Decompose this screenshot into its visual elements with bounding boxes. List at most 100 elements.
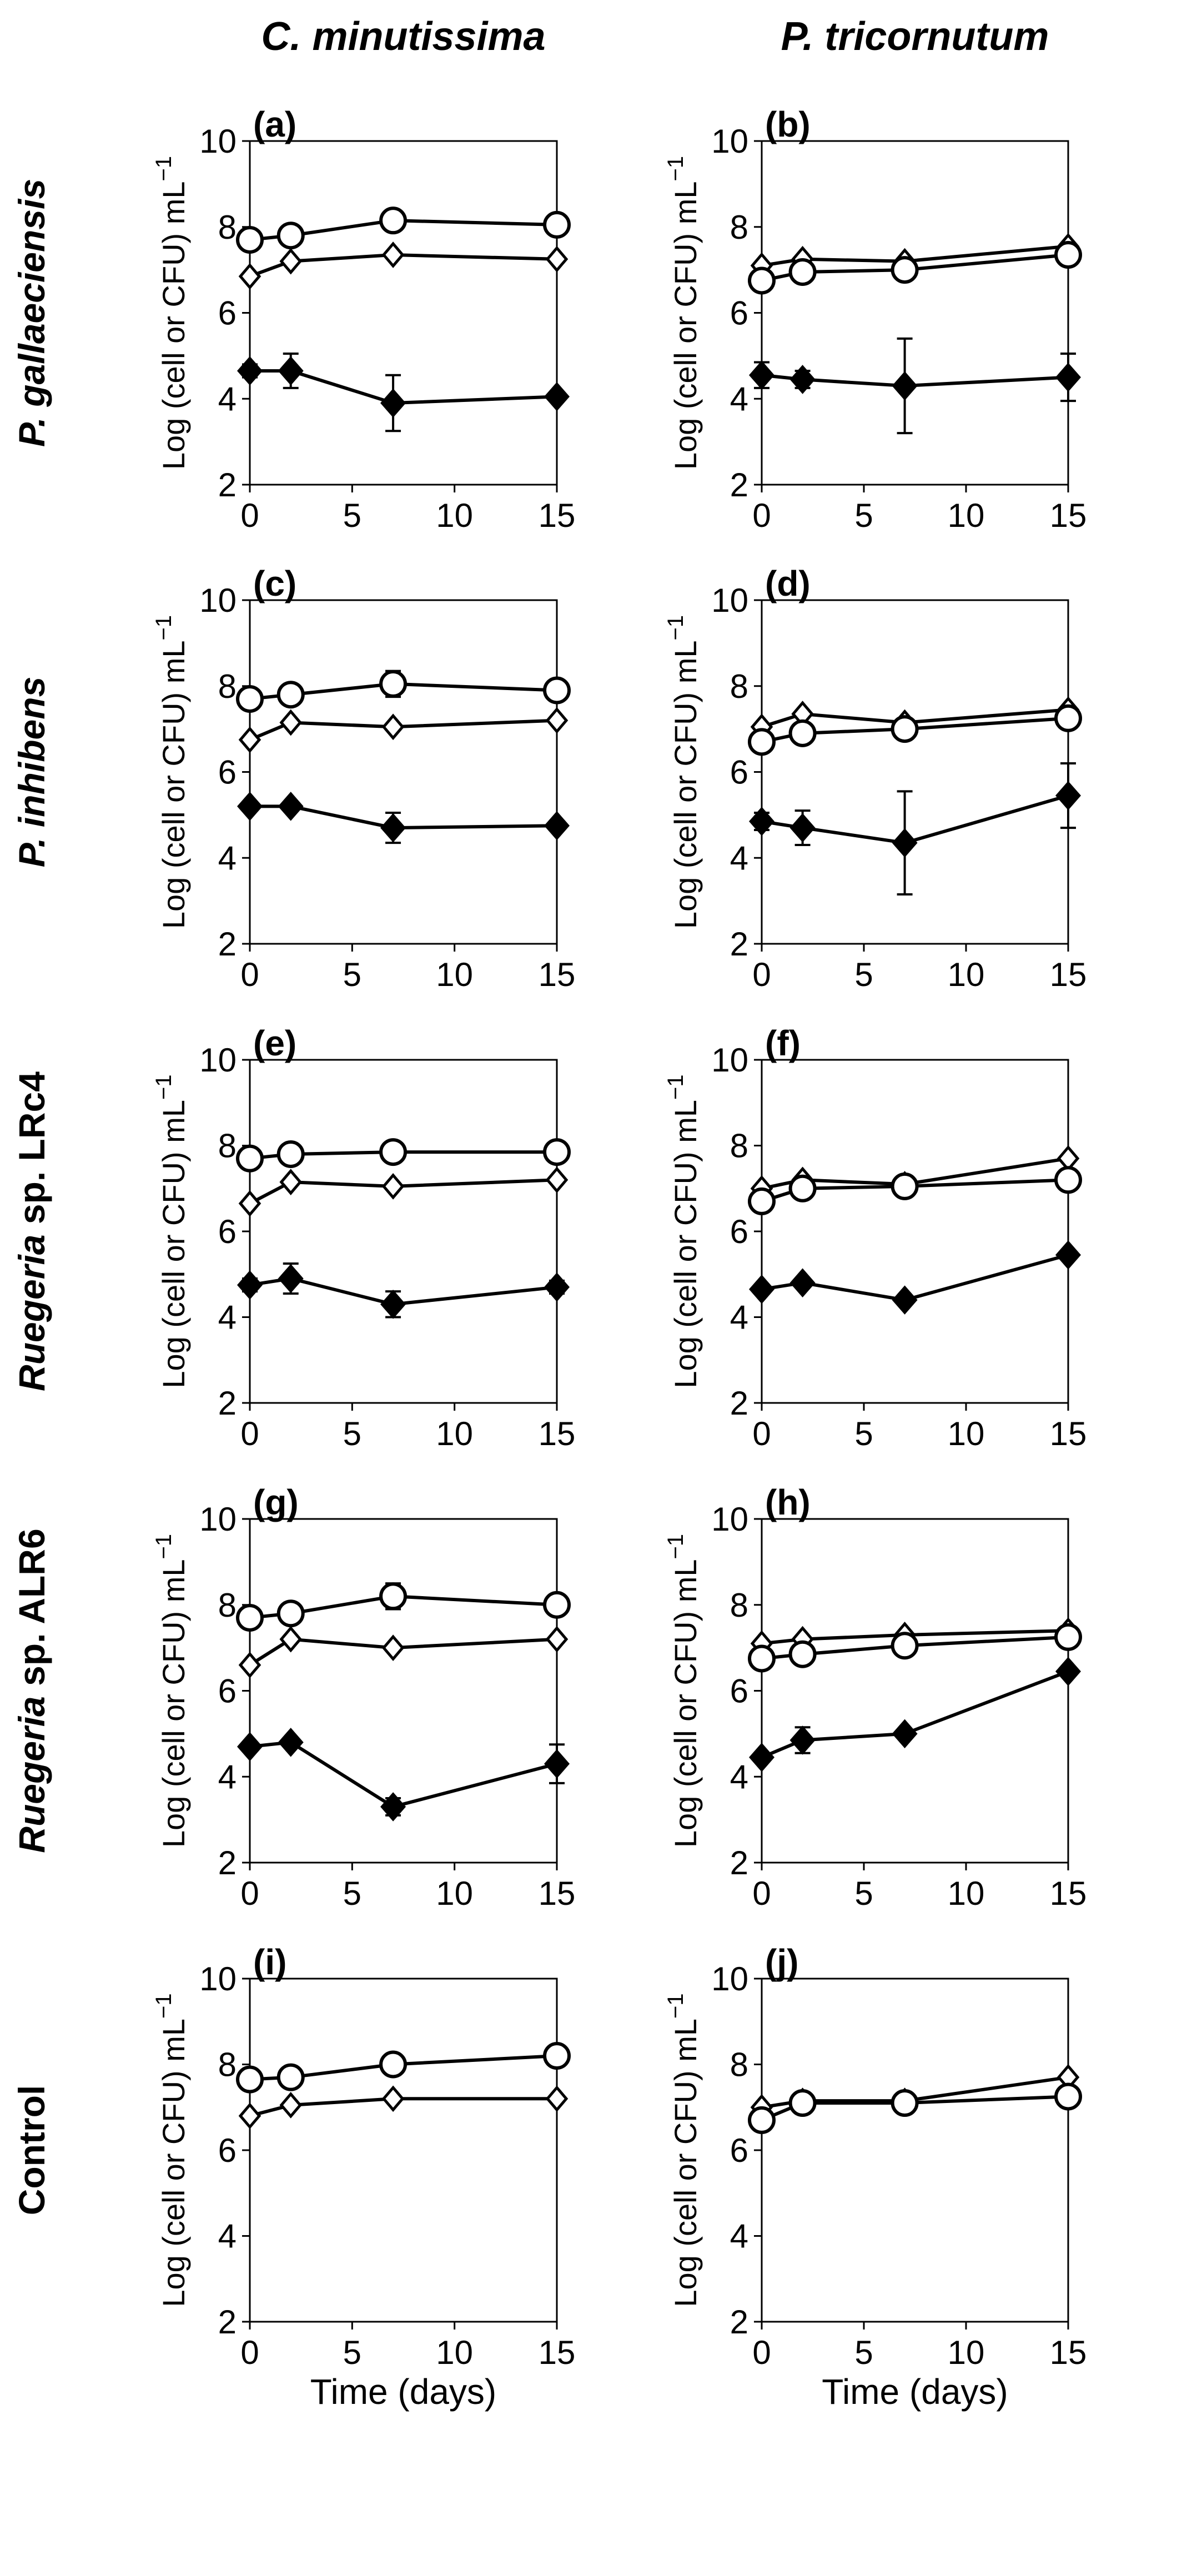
y-axis-label-text: Log (cell or CFU) mL (156, 1559, 191, 1848)
open-diamond-marker (381, 713, 405, 741)
open-diamond-marker (381, 2085, 405, 2112)
x-axis-label: Time (days) (310, 2372, 496, 2412)
open-circle-marker (788, 1640, 817, 1668)
y-tick-label: 8 (730, 1128, 748, 1165)
open-circle-marker (748, 2106, 776, 2134)
plot-frame (249, 1978, 558, 2323)
open-circle-marker (379, 1138, 408, 1166)
y-tick-label: 2 (730, 925, 748, 963)
filled-diamond-marker (1055, 1657, 1081, 1686)
series-line (249, 1637, 557, 1667)
row-title: Ruegeria sp. ALR6 (11, 1528, 52, 1853)
series-line (761, 1629, 1069, 1646)
y-tick-label: 10 (199, 123, 237, 160)
open-diamond-marker (238, 1190, 261, 1217)
y-axis-label-superscript: −1 (663, 1534, 688, 1559)
x-tick-label: 5 (854, 1415, 873, 1452)
x-tick-label: 10 (436, 2334, 473, 2371)
filled-diamond-marker (892, 371, 918, 401)
y-tick-label: 6 (730, 295, 748, 332)
y-axis-label-text: Log (cell or CFU) mL (668, 1559, 703, 1848)
row-title-part: P. gallaeciensis (11, 179, 52, 447)
open-diamond-marker (279, 709, 303, 736)
open-diamond-marker (238, 726, 261, 753)
x-tick-label: 5 (343, 1875, 361, 1912)
y-axis-label: Log (cell or CFU) mL−1 (152, 1534, 191, 1848)
y-tick-label: 6 (730, 754, 748, 791)
open-diamond-marker (545, 1166, 569, 1194)
filled-diamond-marker (278, 356, 304, 386)
series-line (249, 1150, 557, 1160)
x-tick-label: 5 (854, 2334, 873, 2371)
y-tick-label: 4 (218, 1299, 237, 1336)
open-circle-marker (788, 719, 817, 747)
column-title: C. minutissima (261, 14, 545, 59)
series-line (761, 373, 1069, 388)
y-tick-label: 4 (730, 380, 748, 417)
y-axis-label-superscript: −1 (663, 1993, 688, 2019)
y-tick-label: 6 (730, 1673, 748, 1710)
y-tick-label: 10 (199, 1042, 237, 1079)
panel-label: (c) (253, 564, 296, 603)
open-diamond-marker (279, 2092, 303, 2119)
x-tick-label: 15 (539, 956, 576, 993)
x-tick-label: 10 (948, 1415, 985, 1452)
row-title-part: sp. ALR6 (11, 1528, 52, 1696)
x-tick-label: 15 (539, 1415, 576, 1452)
open-circle-marker (276, 222, 305, 250)
open-circle-marker (236, 225, 264, 254)
x-tick-label: 5 (343, 497, 361, 534)
y-tick-label: 4 (218, 2218, 237, 2255)
chart-panel: 2 4 6 8 10 0 5 10 15 (f) Log (cell or CFU) mL−1 (663, 1023, 1087, 1452)
y-tick-label: 10 (199, 1501, 237, 1538)
series-line (761, 1156, 1069, 1190)
open-circle-marker (236, 685, 264, 713)
open-circle-marker (891, 1172, 919, 1200)
y-tick-label: 6 (218, 1213, 237, 1250)
series-line (249, 1178, 557, 1205)
filled-diamond-marker (749, 1275, 774, 1304)
y-axis-label-text: Log (cell or CFU) mL (156, 640, 191, 929)
panel-label: (j) (765, 1942, 798, 1982)
open-circle-marker (276, 2063, 305, 2091)
series-line (249, 718, 557, 742)
filled-diamond-marker (789, 1268, 816, 1297)
y-tick-label: 2 (218, 2303, 237, 2341)
open-diamond-marker (279, 1169, 303, 1196)
y-tick-label: 4 (218, 1758, 237, 1795)
open-circle-marker (788, 1174, 817, 1203)
open-circle-marker (788, 2089, 817, 2117)
y-axis-label: Log (cell or CFU) mL−1 (152, 1074, 191, 1388)
y-tick-label: 6 (218, 295, 237, 332)
x-tick-label: 15 (539, 2334, 576, 2371)
open-diamond-marker (381, 1173, 405, 1200)
series-line (249, 253, 557, 278)
filled-diamond-marker (789, 365, 816, 394)
y-axis-label-text: Log (cell or CFU) mL (668, 2019, 703, 2307)
y-axis-label: Log (cell or CFU) mL−1 (663, 615, 703, 929)
open-diamond-marker (545, 1626, 569, 1653)
y-tick-label: 10 (199, 1960, 237, 1998)
open-circle-marker (1054, 704, 1082, 732)
row-title-part: Ruegeria (11, 1696, 52, 1853)
open-circle-marker (543, 1591, 571, 1619)
open-circle-marker (1054, 2082, 1082, 2111)
y-tick-label: 8 (218, 1128, 237, 1165)
filled-diamond-marker (237, 356, 263, 386)
filled-diamond-marker (544, 811, 570, 841)
filled-diamond-marker (237, 1270, 263, 1300)
y-axis-label-text: Log (cell or CFU) mL (668, 181, 703, 470)
open-circle-marker (788, 258, 817, 286)
x-tick-label: 15 (539, 1875, 576, 1912)
x-tick-label: 15 (1050, 1875, 1087, 1912)
x-tick-label: 5 (343, 1415, 361, 1452)
panel-label: (a) (253, 104, 296, 144)
row-title-part: Control (11, 2085, 52, 2216)
series-line (250, 369, 557, 405)
chart-panel: 2 4 6 8 10 0 5 10 15 (d) Log (cell or CFU) mL−1 (663, 564, 1087, 993)
series-line (761, 1669, 1069, 1759)
filled-diamond-marker (380, 1290, 406, 1319)
y-axis-label-text: Log (cell or CFU) mL (668, 640, 703, 929)
chart-panel: 2 4 6 8 10 0 5 10 15 (e) Log (cell or CFU) mL−1 (152, 1023, 575, 1452)
row-title-part: sp. LRc4 (11, 1071, 52, 1235)
